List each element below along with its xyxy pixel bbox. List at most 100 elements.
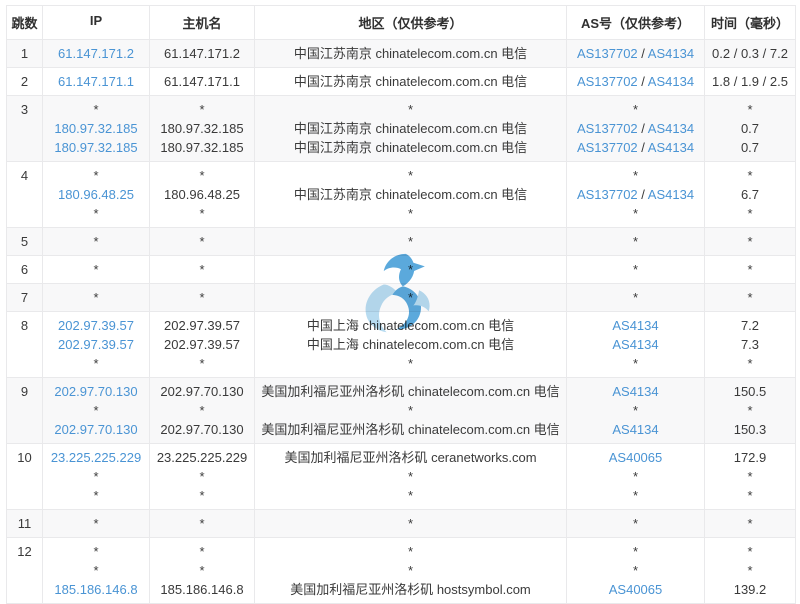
asn-link[interactable]: AS4134 xyxy=(612,384,659,399)
ip-value: * xyxy=(93,356,99,371)
asn-link[interactable]: AS137702 xyxy=(576,121,638,136)
region-value: * xyxy=(407,168,414,183)
time-cell: * xyxy=(704,255,796,284)
asn-value: AS40065 xyxy=(569,580,702,599)
ip-link[interactable]: 180.96.48.25 xyxy=(58,187,134,202)
time-cell: 172.9 * * xyxy=(704,443,796,510)
host-value: * xyxy=(199,262,205,277)
time-value: * xyxy=(747,290,753,305)
time-value: * xyxy=(747,544,753,559)
asn-cell: AS4134 AS4134 * xyxy=(566,311,705,378)
asn-link[interactable]: AS4134 xyxy=(612,337,659,352)
asn-value: * xyxy=(632,516,639,531)
ip-value: 23.225.225.229 xyxy=(45,448,147,467)
ip-link[interactable]: 202.97.39.57 xyxy=(58,337,134,352)
region-cell: * 中国江苏南京 chinatelecom.com.cn 电信 * xyxy=(254,161,567,228)
ip-value: 61.147.171.1 xyxy=(45,72,147,91)
host-value: 180.96.48.25 xyxy=(164,187,240,202)
asn-link[interactable]: AS137702 xyxy=(576,46,638,61)
ip-value: * xyxy=(93,563,99,578)
time-cell: * xyxy=(704,227,796,256)
ip-link[interactable]: 202.97.70.130 xyxy=(54,422,138,437)
time-value: 7.2 xyxy=(740,318,760,333)
asn-link[interactable]: AS4134 xyxy=(647,140,695,155)
ip-link[interactable]: 180.97.32.185 xyxy=(54,140,138,155)
asn-link[interactable]: AS4134 xyxy=(647,74,695,89)
host-cell: 61.147.171.1 xyxy=(149,67,255,96)
host-cell: 23.225.225.229 * * xyxy=(149,443,255,510)
host-value: * xyxy=(199,234,205,249)
ip-link[interactable]: 202.97.70.130 xyxy=(54,384,138,399)
ip-value: * xyxy=(93,102,99,117)
ip-link[interactable]: 202.97.39.57 xyxy=(58,318,134,333)
host-value: 202.97.39.57 xyxy=(164,318,240,333)
time-value: * xyxy=(747,488,753,503)
table-row: 11 * * * * * xyxy=(6,509,796,538)
hop-number: 8 xyxy=(20,318,29,333)
ip-cell: * xyxy=(42,283,150,312)
time-cell: * 6.7 * xyxy=(704,161,796,228)
asn-link[interactable]: AS40065 xyxy=(608,582,663,597)
table-row: 5 * * * * * xyxy=(6,227,796,256)
ip-link[interactable]: 185.186.146.8 xyxy=(54,582,138,597)
asn-link[interactable]: AS137702 xyxy=(576,140,638,155)
host-cell: * 180.97.32.185 180.97.32.185 xyxy=(149,95,255,162)
host-value: 61.147.171.2 xyxy=(164,46,240,61)
asn-link[interactable]: AS4134 xyxy=(612,422,659,437)
hop-cell: 11 xyxy=(6,509,43,538)
ip-link[interactable]: 61.147.171.1 xyxy=(58,74,134,89)
region-value: 美国加利福尼亚州洛杉矶 hostsymbol.com xyxy=(290,582,531,597)
ip-cell: * xyxy=(42,227,150,256)
asn-link[interactable]: AS137702 xyxy=(576,187,638,202)
asn-link[interactable]: AS40065 xyxy=(608,450,663,465)
hop-cell: 4 xyxy=(6,161,43,228)
asn-link[interactable]: AS4134 xyxy=(647,46,695,61)
asn-value: AS137702 / AS4134 xyxy=(569,185,702,204)
asn-value: AS4134 xyxy=(569,420,702,439)
hop-cell: 12 xyxy=(6,537,43,604)
host-value: * xyxy=(199,469,205,484)
asn-value: * xyxy=(632,469,639,484)
time-cell: * 0.7 0.7 xyxy=(704,95,796,162)
time-value: * xyxy=(747,356,753,371)
region-value: * xyxy=(407,262,414,277)
time-value: * xyxy=(747,234,753,249)
asn-link[interactable]: AS4134 xyxy=(647,187,695,202)
time-cell: * xyxy=(704,509,796,538)
column-header-region: 地区（仅供参考） xyxy=(254,5,567,40)
host-value: * xyxy=(199,290,205,305)
host-value: 180.97.32.185 xyxy=(160,121,244,136)
asn-link[interactable]: AS137702 xyxy=(576,74,638,89)
ip-link[interactable]: 23.225.225.229 xyxy=(50,450,142,465)
host-value: * xyxy=(199,488,205,503)
asn-value: AS137702 / AS4134 xyxy=(569,72,702,91)
region-value: 中国江苏南京 chinatelecom.com.cn 电信 xyxy=(293,121,528,136)
host-value: 180.97.32.185 xyxy=(160,140,244,155)
time-value: 7.3 xyxy=(740,337,760,352)
region-value: * xyxy=(407,206,414,221)
region-cell: * xyxy=(254,283,567,312)
host-value: * xyxy=(199,356,205,371)
region-value: * xyxy=(407,102,414,117)
asn-value: * xyxy=(632,563,639,578)
asn-link[interactable]: AS4134 xyxy=(647,121,695,136)
host-value: 185.186.146.8 xyxy=(160,582,244,597)
ip-value: * xyxy=(93,234,99,249)
hop-number: 5 xyxy=(20,234,29,249)
ip-cell: 61.147.171.2 xyxy=(42,39,150,68)
ip-link[interactable]: 61.147.171.2 xyxy=(58,46,134,61)
asn-cell: * * AS40065 xyxy=(566,537,705,604)
table-row: 6 * * * * * xyxy=(6,255,796,284)
ip-link[interactable]: 180.97.32.185 xyxy=(54,121,138,136)
time-value: * xyxy=(747,102,753,117)
asn-value: * xyxy=(632,168,639,183)
asn-link[interactable]: AS4134 xyxy=(612,318,659,333)
asn-cell: AS137702 / AS4134 xyxy=(566,39,705,68)
asn-value: * xyxy=(632,403,639,418)
host-value: * xyxy=(199,403,205,418)
ip-cell: * xyxy=(42,255,150,284)
region-cell: 中国上海 chinatelecom.com.cn 电信 中国上海 chinatel… xyxy=(254,311,567,378)
asn-value: * xyxy=(632,206,639,221)
time-value: 0.2 / 0.3 / 7.2 xyxy=(712,46,788,61)
time-cell: 150.5 * 150.3 xyxy=(704,377,796,444)
